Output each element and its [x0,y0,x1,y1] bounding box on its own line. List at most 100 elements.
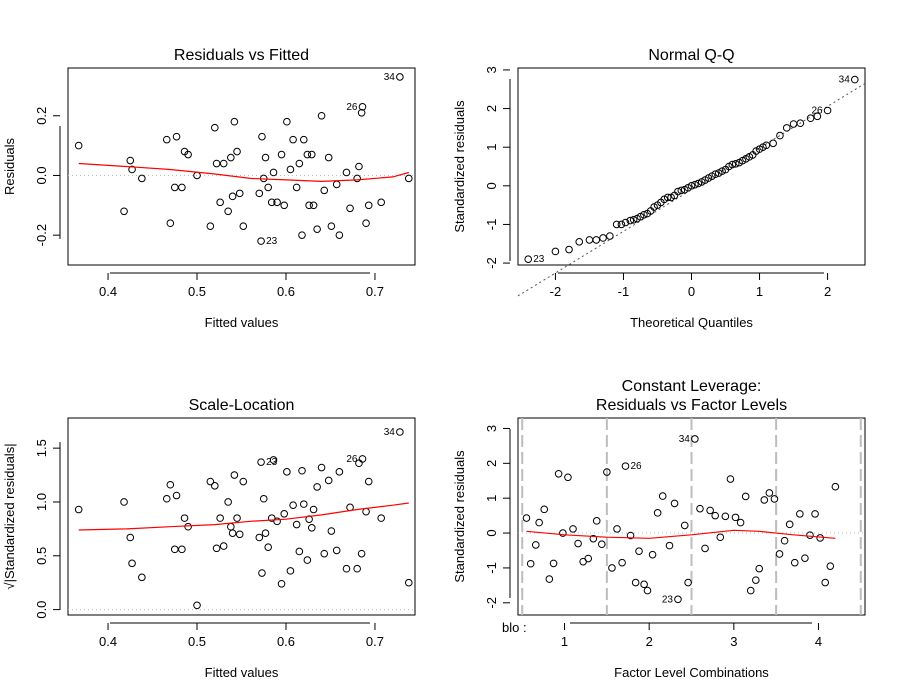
data-point [332,546,341,555]
data-point [170,183,179,192]
data-point [746,586,755,595]
data-point [355,162,363,171]
y-tick-label: 0.0 [34,166,49,184]
x-tick-label: -1 [618,284,630,299]
data-point [178,183,186,192]
data-point [554,469,563,478]
x-tick-label: 0.6 [277,284,295,299]
point-label: 34 [384,427,396,438]
data-point [166,219,175,228]
data-point [706,506,714,515]
data-point [549,559,558,568]
data-point [332,180,341,189]
data-point [531,541,540,549]
y-tick-label: 3 [484,425,499,432]
data-point [762,141,771,150]
data-point [292,520,301,529]
y-tick-label: -1 [484,219,499,231]
y-tick-label: 0.5 [34,547,49,565]
data-point [592,236,601,244]
data-point [677,186,686,195]
data-point [233,514,241,522]
data-point [267,514,276,522]
data-point [670,499,679,508]
x-axis-title: Theoretical Quantiles [630,315,753,330]
point-label: 26 [346,454,358,465]
data-point [235,530,244,539]
data-point [303,150,312,159]
plot-frame [517,67,866,266]
data-point [674,595,682,604]
data-point [831,482,840,491]
y-tick-label: 2 [484,105,499,112]
data-point [618,558,626,567]
data-points [74,73,413,245]
data-point [603,468,611,476]
data-point [718,167,726,175]
x-axis-title: Fitted values [205,665,279,680]
data-point [782,124,791,132]
data-point [396,73,404,81]
data-point [589,534,598,543]
data-point [813,112,822,121]
data-point [823,106,832,115]
data-point [635,547,643,555]
data-point [526,559,535,568]
data-point [585,236,594,244]
y-tick-label: -2 [484,597,499,609]
data-point [307,524,316,532]
data-point [283,468,291,476]
smooth-line [526,529,836,539]
data-point [162,494,171,503]
point-label: 34 [839,75,851,86]
data-point [608,564,616,572]
data-point [299,135,308,144]
data-point [648,550,657,559]
data-point [653,509,662,517]
data-point [255,533,264,542]
data-point [335,231,344,239]
data-point [327,222,336,230]
data-point [535,518,543,527]
panel-subtitle: Residuals vs Factor Levels [596,397,787,414]
x-tick-label: 1 [756,284,763,299]
data-point [261,153,270,162]
data-point [273,198,281,207]
x-tick-label: 1 [561,634,568,649]
data-point [736,518,745,527]
data-point [597,540,606,549]
data-point [259,494,268,503]
point-label: 26 [811,105,823,116]
data-point [170,545,179,554]
data-point [206,222,215,230]
data-point [216,514,224,522]
data-point [277,579,286,588]
data-point [295,547,304,556]
x-tick-label: 0.5 [188,284,206,299]
data-point [565,245,573,254]
data-point [138,573,146,582]
data-point [324,476,333,485]
y-tick-label: 2 [484,460,499,467]
data-point [227,522,235,531]
data-point [128,559,136,568]
data-point [821,578,830,587]
data-point [224,498,232,506]
data-point [280,510,289,518]
data-point [640,580,648,589]
point-label: 34 [384,72,396,83]
data-point [796,119,805,128]
data-point [612,220,621,229]
x-tick-label: 0 [688,284,695,299]
data-point [342,564,351,573]
data-point [342,168,351,177]
data-point [696,504,704,513]
data-point [728,160,737,169]
data-point [826,562,835,570]
data-point [691,180,699,189]
data-point [721,512,730,521]
y-tick-label: 3 [484,66,499,73]
data-point [684,578,692,587]
